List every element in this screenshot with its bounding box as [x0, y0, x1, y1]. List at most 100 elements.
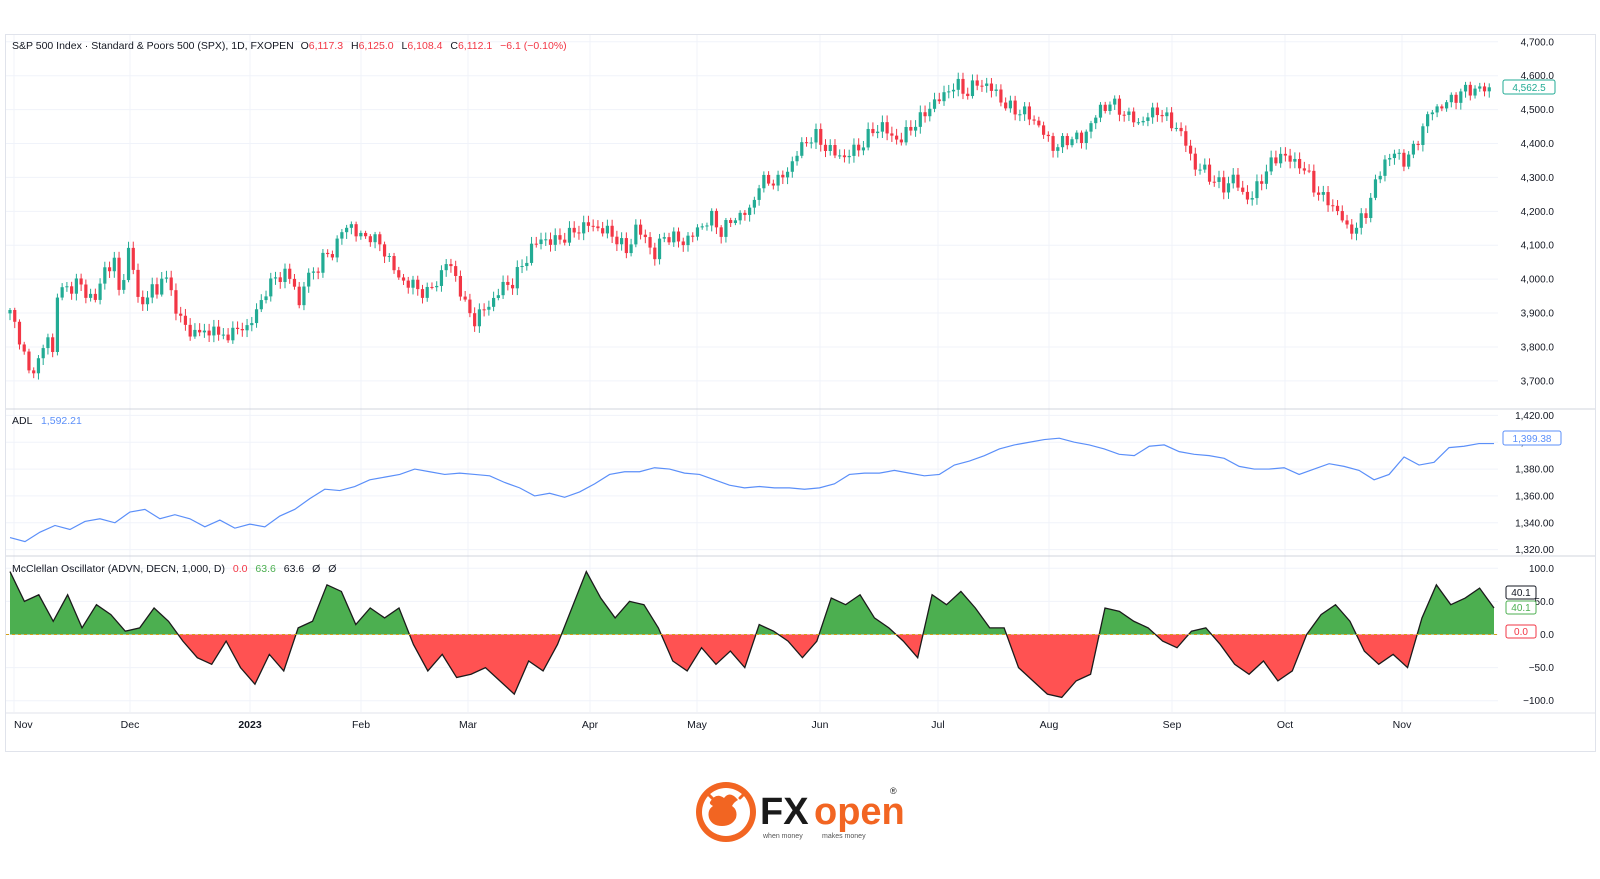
candle-body [506, 281, 510, 285]
candle [1198, 163, 1202, 175]
candle [1359, 208, 1363, 235]
candle-body [1440, 106, 1444, 109]
candle [544, 232, 548, 246]
candle [112, 251, 116, 278]
candle [330, 250, 335, 261]
candle-body [155, 284, 159, 295]
candle [748, 204, 752, 222]
candle-body [169, 277, 173, 291]
candle-body [653, 247, 657, 260]
candle-body [382, 244, 387, 257]
candle-body [605, 225, 609, 234]
osc-value-3: 63.6 [284, 563, 305, 575]
adl-pane[interactable] [9, 437, 1494, 543]
candle [757, 184, 761, 206]
candle-body [8, 310, 12, 314]
candle-body [79, 278, 83, 285]
candle-body [833, 145, 837, 156]
candle-body [823, 144, 828, 152]
candle-body [411, 279, 415, 288]
candle [951, 83, 956, 99]
candle [349, 221, 353, 235]
candle-body [529, 243, 534, 263]
candle-body [117, 257, 121, 290]
candle [1283, 147, 1287, 162]
x-tick-label: 2023 [238, 719, 262, 731]
candle [648, 232, 652, 255]
candle [1345, 214, 1349, 229]
candle-body [847, 155, 851, 158]
candle-body [387, 256, 391, 258]
candle [743, 210, 747, 221]
candle-body [1023, 106, 1027, 115]
candle-body [316, 271, 320, 273]
candle [1217, 170, 1221, 189]
candle [1440, 104, 1444, 112]
candle-body [1056, 147, 1060, 151]
candle [169, 270, 173, 296]
candle [847, 149, 851, 164]
candle-body [198, 329, 202, 333]
candle-body [515, 267, 519, 289]
candle [226, 328, 230, 343]
candle-body [947, 91, 951, 93]
candle-body [145, 297, 150, 305]
candle-body [1459, 91, 1463, 103]
candle [1226, 176, 1231, 199]
candle [449, 258, 453, 273]
candle [1293, 152, 1297, 169]
fxopen-logo[interactable]: FX open ® when money makes money [690, 776, 920, 848]
candle [1312, 164, 1316, 197]
candle [1122, 111, 1126, 122]
candle-body [1212, 181, 1216, 183]
price-y-tick-label: 4,400.0 [1521, 139, 1555, 150]
oscillator-pane[interactable] [6, 570, 1498, 699]
candle [1473, 85, 1477, 99]
candle [1454, 92, 1458, 110]
candle-body [638, 224, 643, 235]
candle [700, 223, 704, 230]
candle-body [880, 122, 884, 132]
candle [842, 149, 847, 163]
candle [202, 323, 206, 338]
candle-body [46, 337, 50, 349]
candle-body [1037, 120, 1041, 126]
osc-value-4: Ø [312, 563, 320, 575]
candle [183, 308, 188, 331]
candle-body [1018, 114, 1022, 116]
candle [667, 232, 671, 245]
candle-body [1350, 224, 1354, 234]
candle-body [1098, 104, 1103, 118]
osc-y-tick-label: −100.0 [1523, 696, 1554, 707]
candle [1298, 152, 1302, 174]
candle [1288, 148, 1292, 169]
candle-body [1179, 127, 1183, 132]
candle [1426, 111, 1430, 134]
candle-body [1421, 126, 1425, 145]
price-pane[interactable] [8, 72, 1491, 380]
candle [1179, 122, 1183, 137]
candle [857, 138, 861, 157]
candle-body [1340, 211, 1344, 221]
candle [487, 300, 491, 316]
candle-body [634, 224, 638, 245]
candle [937, 92, 941, 104]
candle-body [183, 315, 188, 325]
candle-body [1184, 131, 1188, 146]
candle-body [477, 309, 481, 327]
candle-body [1444, 102, 1449, 109]
osc-badge-red: 0.0 [1514, 627, 1528, 638]
candle [198, 323, 202, 337]
candle [520, 259, 524, 274]
candle [1065, 133, 1069, 150]
candle [913, 120, 918, 137]
chart-canvas[interactable]: 3,700.0 3,800.0 3,900.0 4,000.0 4,100.0 4,200… [6, 35, 1595, 751]
candle [1141, 116, 1145, 126]
candle-body [1416, 143, 1420, 145]
candle-body [131, 247, 135, 270]
candle-body [558, 235, 562, 240]
candle [1397, 149, 1401, 160]
candle [989, 78, 994, 98]
candle [368, 234, 372, 247]
osc-y-tick-label: 0.0 [1540, 630, 1554, 641]
